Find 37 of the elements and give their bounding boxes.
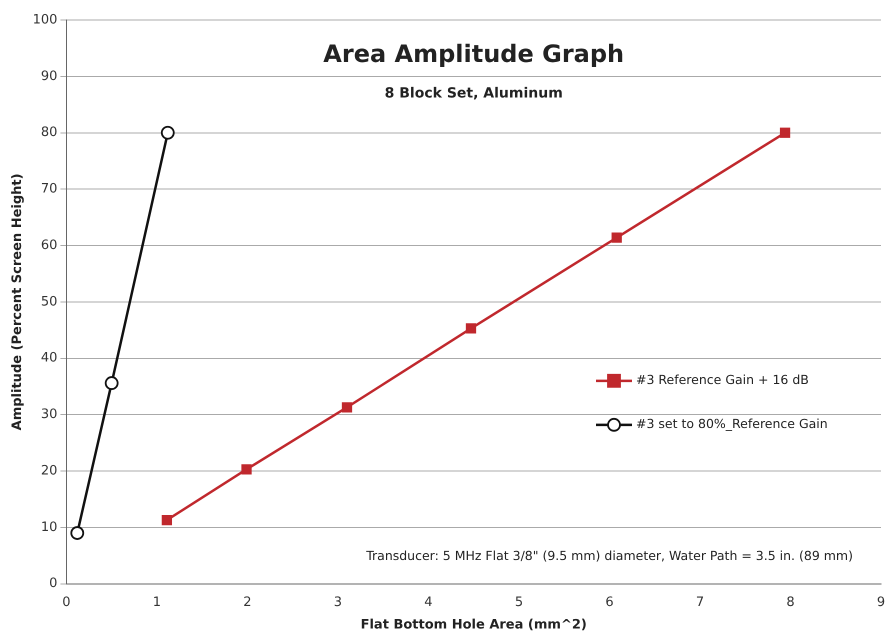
y-tick-label: 20	[40, 463, 58, 478]
y-tick-label: 30	[40, 407, 58, 422]
y-axis-title: Amplitude (Percent Screen Height)	[10, 173, 26, 430]
x-tick-label: 8	[786, 594, 795, 610]
annotation: Transducer: 5 MHz Flat 3/8" (9.5 mm) diameter, Water Path = 3.5 in. (89 mm)	[365, 548, 853, 564]
x-tick-label: 9	[876, 594, 886, 610]
text: Area Amplitude Graph	[323, 40, 624, 68]
point	[104, 376, 119, 390]
y-tick-label: 50	[40, 294, 58, 310]
point	[160, 126, 175, 140]
y-tick-label: 100	[32, 12, 58, 28]
point	[162, 514, 172, 526]
point	[612, 232, 622, 243]
x-tick-label: 6	[605, 594, 614, 610]
y-tick-label: 0	[49, 576, 58, 592]
y-tick-label: 60	[40, 238, 58, 253]
point	[70, 526, 84, 540]
y-tick-label: 90	[40, 68, 58, 84]
y-tick-label: 80	[40, 125, 58, 140]
text: 8 Block Set, Aluminum	[384, 86, 563, 102]
x-tick-label: 7	[696, 594, 704, 610]
x-tick-label: 1	[152, 594, 162, 610]
x-axis-title: Flat Bottom Hole Area (mm^2)	[360, 618, 587, 633]
y-tick-label: 10	[40, 520, 58, 535]
x-tick-label: 5	[514, 594, 524, 610]
x-tick-label: 3	[334, 594, 342, 610]
point	[342, 402, 352, 412]
x-tick-label: 4	[424, 594, 433, 610]
point	[780, 128, 790, 138]
legend-label: #3 set to 80%_Reference Gain	[636, 416, 828, 432]
x-tick-label: 2	[243, 594, 252, 610]
legend-label: #3 Reference Gain + 16 dB	[636, 372, 809, 388]
point	[241, 464, 252, 474]
y-tick-label: 70	[40, 182, 58, 197]
y-tick-label: 40	[40, 350, 58, 366]
x-tick-label: 0	[62, 594, 71, 610]
point	[466, 323, 476, 334]
